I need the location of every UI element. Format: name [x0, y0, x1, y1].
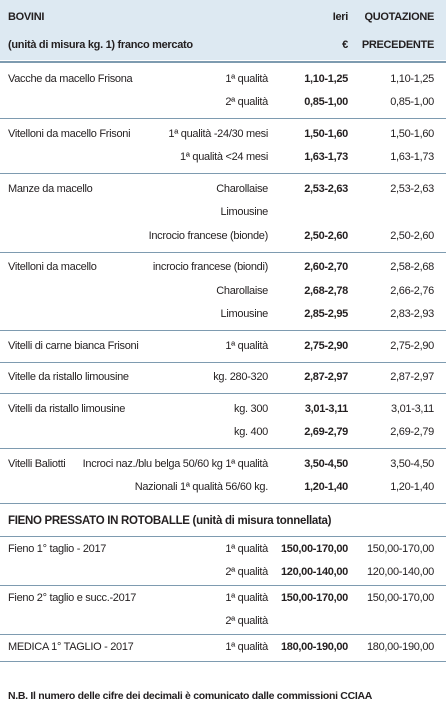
price-precedente: 2,87-2,97: [390, 371, 434, 384]
price-ieri: 1,63-1,73: [304, 151, 348, 164]
divider: [0, 448, 446, 449]
price-precedente: 3,50-4,50: [390, 457, 434, 470]
quality: Nazionali 1ª qualità 56/60 kg.: [134, 481, 269, 494]
price-ieri: 2,68-2,78: [304, 284, 348, 297]
price-precedente: 1,50-1,60: [390, 127, 434, 140]
quality: 2ª qualità: [225, 565, 268, 578]
price-precedente: 150,00-170,00: [366, 543, 434, 556]
price-ieri: 2,87-2,97: [304, 371, 348, 384]
divider: [0, 330, 446, 331]
quality: 2ª qualità: [225, 96, 268, 109]
quality: Charollaise: [216, 182, 268, 195]
col-euro: €: [342, 39, 348, 51]
price-ieri: 3,01-3,11: [304, 402, 348, 415]
divider: [0, 361, 446, 363]
price-precedente: 0,85-1,00: [390, 96, 434, 109]
price-precedente: 2,75-2,90: [390, 339, 434, 352]
price-ieri: 2,50-2,60: [304, 229, 348, 242]
row-name: Vitelli di carne bianca Frisoni: [8, 339, 139, 352]
price-precedente: 150,00-170,00: [366, 592, 434, 605]
divider: [0, 173, 446, 174]
row-name: Fieno 2° taglio e succ.-2017: [8, 592, 137, 605]
price-ieri: 150,00-170,00: [280, 543, 348, 556]
quality: Limousine: [220, 206, 269, 219]
note: N.B. Il numero delle cifre dei decimali …: [8, 689, 373, 702]
divider: [0, 393, 446, 394]
price-precedente: 2,53-2,63: [390, 182, 434, 195]
price-precedente: 1,20-1,40: [390, 481, 434, 494]
price-ieri: 1,50-1,60: [304, 127, 348, 140]
price-ieri: 2,69-2,79: [304, 426, 348, 439]
price-precedente: 1,10-1,25: [390, 72, 434, 85]
price-ieri: 120,00-140,00: [280, 565, 348, 578]
price-precedente: 1,63-1,73: [390, 151, 434, 164]
quality: 1ª qualità: [225, 72, 268, 85]
price-ieri: 180,00-190,00: [280, 641, 348, 654]
row-name: Vitelli da ristallo limousine: [8, 402, 126, 415]
divider: [0, 118, 446, 119]
row-name: Vitelle da ristallo limousine: [8, 371, 129, 384]
row-name: Vitelloni da macello: [8, 261, 97, 274]
price-precedente: 180,00-190,00: [366, 641, 434, 654]
quality: 1ª qualità: [225, 592, 268, 605]
price-precedente: 2,83-2,93: [390, 308, 434, 321]
divider: [0, 585, 446, 586]
price-precedente: 2,50-2,60: [390, 229, 434, 242]
price-ieri: 2,85-2,95: [304, 308, 348, 321]
quality: Charollaise: [216, 284, 268, 297]
price-precedente: 2,66-2,76: [390, 284, 434, 297]
section-title: FIENO PRESSATO IN ROTOBALLE (unità di mi…: [8, 515, 332, 527]
quality: 2ª qualità: [225, 614, 268, 627]
header-subtitle: (unità di misura kg. 1) franco mercato: [8, 39, 193, 51]
col-precedente: PRECEDENTE: [361, 39, 434, 51]
price-ieri: 2,60-2,70: [304, 261, 348, 274]
price-precedente: 3,01-3,11: [391, 402, 434, 415]
quality: 1ª qualità: [225, 641, 268, 654]
row-name: MEDICA 1° TAGLIO - 2017: [8, 641, 134, 654]
col-ieri: Ieri: [332, 11, 349, 23]
price-ieri: 2,53-2,63: [304, 182, 348, 195]
divider: [0, 660, 446, 662]
price-precedente: 2,69-2,79: [390, 426, 434, 439]
quality: kg. 280-320: [213, 371, 268, 384]
price-ieri: 1,10-1,25: [304, 72, 348, 85]
quality: Incroci naz./blu belga 50/60 kg 1ª quali…: [82, 457, 269, 470]
row-name: Fieno 1° taglio - 2017: [8, 543, 107, 556]
quality: Incrocio francese (bionde): [148, 229, 269, 242]
price-ieri: 1,20-1,40: [304, 481, 348, 494]
price-ieri: 2,75-2,90: [304, 339, 348, 352]
price-ieri: 0,85-1,00: [304, 96, 348, 109]
quality: 1ª qualità <24 mesi: [180, 151, 268, 164]
header-title: BOVINI: [8, 11, 45, 23]
divider: [0, 251, 446, 253]
quality: incrocio francese (biondi): [152, 261, 268, 274]
divider: [0, 634, 446, 635]
price-precedente: 2,58-2,68: [390, 261, 434, 274]
quality: kg. 300: [234, 402, 268, 415]
row-name: Vitelli Baliotti: [8, 457, 66, 470]
quality: 1ª qualità -24/30 mesi: [168, 127, 268, 140]
quality: Limousine: [220, 308, 269, 321]
divider: [0, 536, 446, 537]
quality: kg. 400: [234, 426, 268, 439]
quality: 1ª qualità: [225, 543, 268, 556]
divider: [0, 61, 446, 63]
col-quotazione: QUOTAZIONE: [364, 11, 434, 23]
quality: 1ª qualità: [225, 339, 268, 352]
price-ieri: 3,50-4,50: [304, 457, 348, 470]
row-name: Manze da macello: [8, 182, 93, 195]
row-name: Vitelloni da macello Frisoni: [8, 127, 131, 140]
price-ieri: 150,00-170,00: [280, 592, 348, 605]
header-band: [0, 0, 446, 60]
price-precedente: 120,00-140,00: [366, 565, 434, 578]
divider: [0, 503, 446, 504]
row-name: Vacche da macello Frisona: [8, 72, 133, 85]
